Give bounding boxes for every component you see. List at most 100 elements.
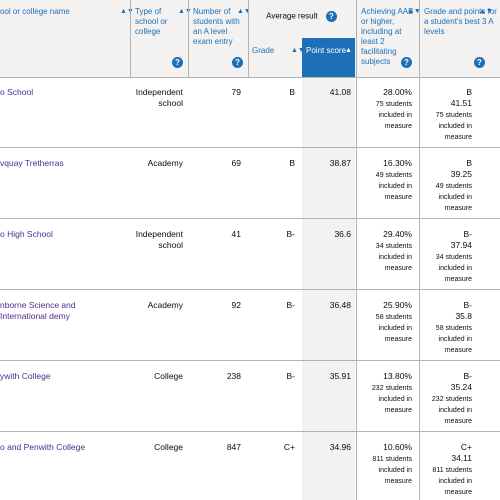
column-group-average-result: Average result ? (248, 0, 355, 38)
aab-note: 75 students included in measure (375, 101, 412, 130)
student-count: 79 (231, 87, 241, 97)
school-type: College (154, 371, 183, 381)
school-type: Academy (147, 300, 183, 310)
column-header-best3-label: Grade and points for a student's best 3 … (424, 7, 497, 36)
grade-value: B- (286, 371, 296, 381)
help-icon[interactable]: ? (232, 57, 243, 68)
divider (188, 0, 189, 77)
aab-value: 13.80% (383, 371, 412, 381)
best3-grade: B- (463, 371, 473, 381)
best3-note: 58 students included in measure (435, 325, 472, 354)
column-header-students[interactable]: Number of students with an A level exam … (193, 0, 251, 77)
student-count: 69 (231, 158, 241, 168)
help-icon[interactable]: ? (172, 57, 183, 68)
sort-icon[interactable]: ▲▼ (237, 8, 251, 15)
sort-icon[interactable]: ▲▼ (178, 8, 192, 15)
column-header-type[interactable]: Type of school or college ▲▼ ? (135, 0, 192, 77)
grade-value: C+ (283, 442, 295, 452)
school-name-link[interactable]: ywith College (0, 371, 51, 381)
sort-active-icon[interactable]: ▲ (345, 47, 352, 54)
school-name-link[interactable]: o High School (0, 229, 53, 239)
point-score-value: 35.91 (329, 371, 351, 381)
column-header-type-label: Type of school or college (135, 7, 168, 36)
divider (248, 0, 249, 77)
column-header-grade[interactable]: Grade ▲▼ (248, 38, 305, 77)
column-header-grade-label: Grade (252, 46, 275, 55)
table-row: ywith College College 238 B- 35.91 13.80… (0, 361, 500, 432)
student-count: 92 (231, 300, 241, 310)
sort-icon[interactable]: ▲▼ (479, 8, 493, 15)
point-score-value: 34.96 (329, 442, 351, 452)
table-row: o School Independent school 79 B 41.08 2… (0, 77, 500, 148)
grade-value: B- (286, 300, 296, 310)
school-type: College (154, 442, 183, 452)
aab-value: 29.40% (383, 229, 412, 239)
table-row: vquay Tretherras Academy 69 B 38.87 16.3… (0, 148, 500, 219)
divider (419, 0, 420, 500)
column-header-point-score-label: Point score (306, 46, 347, 55)
best3-points: 35.8 (455, 311, 472, 321)
school-type: Academy (147, 158, 183, 168)
column-header-point-score[interactable]: Point score ▲ (302, 38, 355, 77)
best3-points: 35.24 (450, 382, 472, 392)
aab-note: 58 students included in measure (375, 314, 412, 343)
help-icon[interactable]: ? (401, 57, 412, 68)
grade-value: B (289, 158, 295, 168)
sort-icon[interactable]: ▲▼ (120, 8, 134, 15)
best3-note: 49 students included in measure (435, 183, 472, 212)
divider (130, 0, 131, 77)
student-count: 238 (226, 371, 241, 381)
column-header-students-label: Number of students with an A level exam … (193, 7, 240, 46)
school-type: Independent school (135, 87, 183, 108)
sort-icon[interactable]: ▲▼ (291, 47, 305, 54)
best3-note: 232 students included in measure (431, 396, 472, 425)
sort-icon[interactable]: ▲▼ (407, 8, 421, 15)
help-icon[interactable]: ? (325, 11, 337, 22)
aab-value: 25.90% (383, 300, 412, 310)
column-header-aab[interactable]: Achieving AAB or higher, including at le… (361, 0, 421, 77)
grade-value: B- (286, 229, 296, 239)
school-type: Independent school (135, 229, 183, 250)
aab-value: 16.30% (383, 158, 412, 168)
best3-note: 811 students included in measure (432, 467, 472, 496)
best3-grade: B- (463, 300, 473, 310)
best3-grade: C+ (460, 442, 472, 452)
best3-grade: B (466, 158, 472, 168)
school-name-link[interactable]: vquay Tretherras (0, 158, 64, 168)
divider (356, 0, 357, 500)
column-header-school[interactable]: ool or college name ▲▼ (0, 0, 134, 77)
table-row: o and Penwith College College 847 C+ 34.… (0, 432, 500, 500)
point-score-value: 36.48 (329, 300, 351, 310)
point-score-value: 36.6 (334, 229, 351, 239)
aab-value: 28.00% (383, 87, 412, 97)
table-row: o High School Independent school 41 B- 3… (0, 219, 500, 290)
aab-note: 811 students included in measure (372, 456, 412, 485)
best3-points: 39.25 (450, 169, 472, 179)
best3-grade: B (466, 87, 472, 97)
best3-grade: B- (463, 229, 473, 239)
best3-note: 34 students included in measure (435, 254, 472, 283)
point-score-value: 38.87 (329, 158, 351, 168)
point-score-value: 41.08 (329, 87, 351, 97)
student-count: 847 (226, 442, 241, 452)
help-icon[interactable]: ? (474, 57, 485, 68)
aab-note: 49 students included in measure (375, 172, 412, 201)
average-result-label: Average result (266, 11, 318, 21)
school-name-link[interactable]: o School (0, 87, 34, 97)
best3-note: 75 students included in measure (435, 112, 472, 141)
best3-points: 37.94 (450, 240, 472, 250)
column-header-aab-label: Achieving AAB or higher, including at le… (361, 7, 414, 66)
table-header: ool or college name ▲▼ Type of school or… (0, 0, 500, 78)
aab-note: 232 students included in measure (371, 385, 412, 414)
best3-points: 34.11 (451, 453, 472, 463)
column-header-best3[interactable]: Grade and points for a student's best 3 … (424, 0, 500, 77)
table-row: nborne Science and International demy Ac… (0, 290, 500, 361)
student-count: 41 (231, 229, 241, 239)
school-name-link[interactable]: nborne Science and International demy (0, 300, 76, 321)
column-header-school-label: ool or college name (0, 7, 70, 16)
grade-value: B (289, 87, 295, 97)
aab-note: 34 students included in measure (375, 243, 412, 272)
aab-value: 10.60% (383, 442, 412, 452)
school-name-link[interactable]: o and Penwith College (0, 442, 86, 452)
